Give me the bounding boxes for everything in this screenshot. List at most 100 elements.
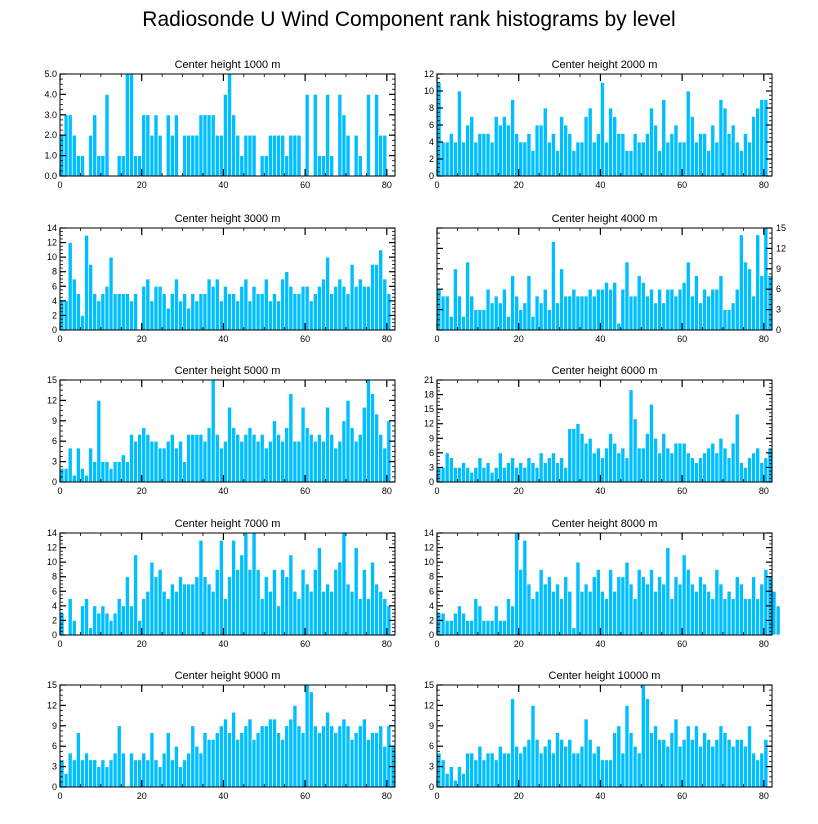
bar: [210, 590, 216, 636]
bar: [104, 766, 110, 788]
bar: [71, 759, 77, 788]
x-tick-label: 20: [137, 486, 147, 496]
bar: [116, 598, 122, 636]
bar: [125, 73, 130, 177]
bar: [514, 295, 520, 331]
y-tick-label: 0.0: [44, 171, 57, 181]
bar: [461, 773, 466, 788]
y-tick-label: 12: [47, 543, 57, 553]
bar: [186, 752, 192, 788]
bar: [571, 428, 577, 483]
bar: [198, 539, 204, 636]
x-tick-label: 80: [759, 180, 769, 190]
bar: [67, 114, 73, 177]
bar: [235, 134, 241, 177]
bar: [595, 745, 601, 788]
bar: [333, 569, 339, 636]
bar: [653, 302, 658, 331]
bar: [481, 620, 487, 636]
bar: [440, 759, 446, 788]
bar: [604, 141, 609, 177]
bar: [345, 583, 351, 636]
bar: [141, 114, 147, 177]
bar: [510, 275, 515, 331]
bar: [485, 133, 491, 177]
bar: [563, 576, 569, 636]
bar: [665, 547, 671, 636]
bar: [104, 285, 110, 331]
bar: [366, 739, 371, 788]
bar: [251, 532, 257, 636]
bar: [272, 569, 277, 636]
bar: [141, 285, 147, 331]
bar: [738, 234, 744, 331]
bar: [288, 554, 294, 636]
bar: [685, 725, 691, 788]
bar: [730, 745, 736, 788]
bar: [296, 134, 302, 177]
y-tick-label: 4: [429, 137, 434, 147]
bar: [620, 752, 626, 788]
bar: [645, 295, 650, 331]
bar: [182, 134, 187, 177]
bar: [645, 133, 650, 177]
bar: [747, 725, 752, 788]
x-tick-label: 0: [57, 639, 62, 649]
bar: [538, 302, 544, 331]
y-tick-label: 15: [47, 375, 57, 385]
bar: [169, 134, 175, 177]
y-tick-label: 0: [52, 782, 57, 792]
bar: [620, 133, 626, 177]
bar: [722, 447, 728, 483]
bar: [546, 576, 552, 636]
bar: [734, 141, 740, 177]
bar: [538, 124, 544, 177]
bar: [632, 133, 638, 177]
x-tick-label: 40: [218, 791, 228, 801]
bar: [153, 440, 159, 483]
bar: [538, 569, 544, 636]
bar: [259, 155, 265, 177]
bar: [649, 403, 654, 483]
bar: [689, 583, 695, 636]
bar: [374, 413, 380, 483]
bar: [718, 725, 724, 788]
bar: [669, 598, 675, 636]
bar: [321, 155, 326, 177]
bar: [493, 759, 499, 788]
bar: [100, 293, 106, 331]
x-tick-label: 0: [57, 486, 62, 496]
bar: [481, 467, 487, 483]
bar: [587, 590, 593, 636]
bar: [255, 732, 261, 788]
bar: [502, 467, 507, 483]
bar: [481, 309, 487, 331]
bar: [518, 462, 524, 483]
bar: [96, 300, 102, 331]
bar: [457, 605, 462, 636]
y-tick-label: 0: [429, 477, 434, 487]
bar: [775, 605, 781, 636]
bar: [694, 462, 699, 483]
bar: [321, 725, 326, 788]
bar: [361, 569, 367, 636]
bar: [595, 569, 601, 636]
bar: [706, 295, 712, 331]
bar: [255, 293, 261, 331]
bar: [349, 427, 355, 483]
y-tick-label: 2.0: [44, 130, 57, 140]
bar: [763, 457, 769, 483]
bar: [698, 133, 703, 177]
bar: [751, 752, 757, 788]
bar: [357, 278, 363, 331]
bar: [337, 725, 343, 788]
y-tick-label: 14: [47, 223, 57, 233]
bar: [194, 745, 200, 788]
bar: [63, 468, 69, 483]
bar: [583, 583, 589, 636]
bar: [489, 471, 495, 483]
x-tick-label: 20: [514, 334, 524, 344]
bar: [218, 725, 224, 788]
bar: [263, 155, 269, 177]
bar: [502, 288, 507, 331]
